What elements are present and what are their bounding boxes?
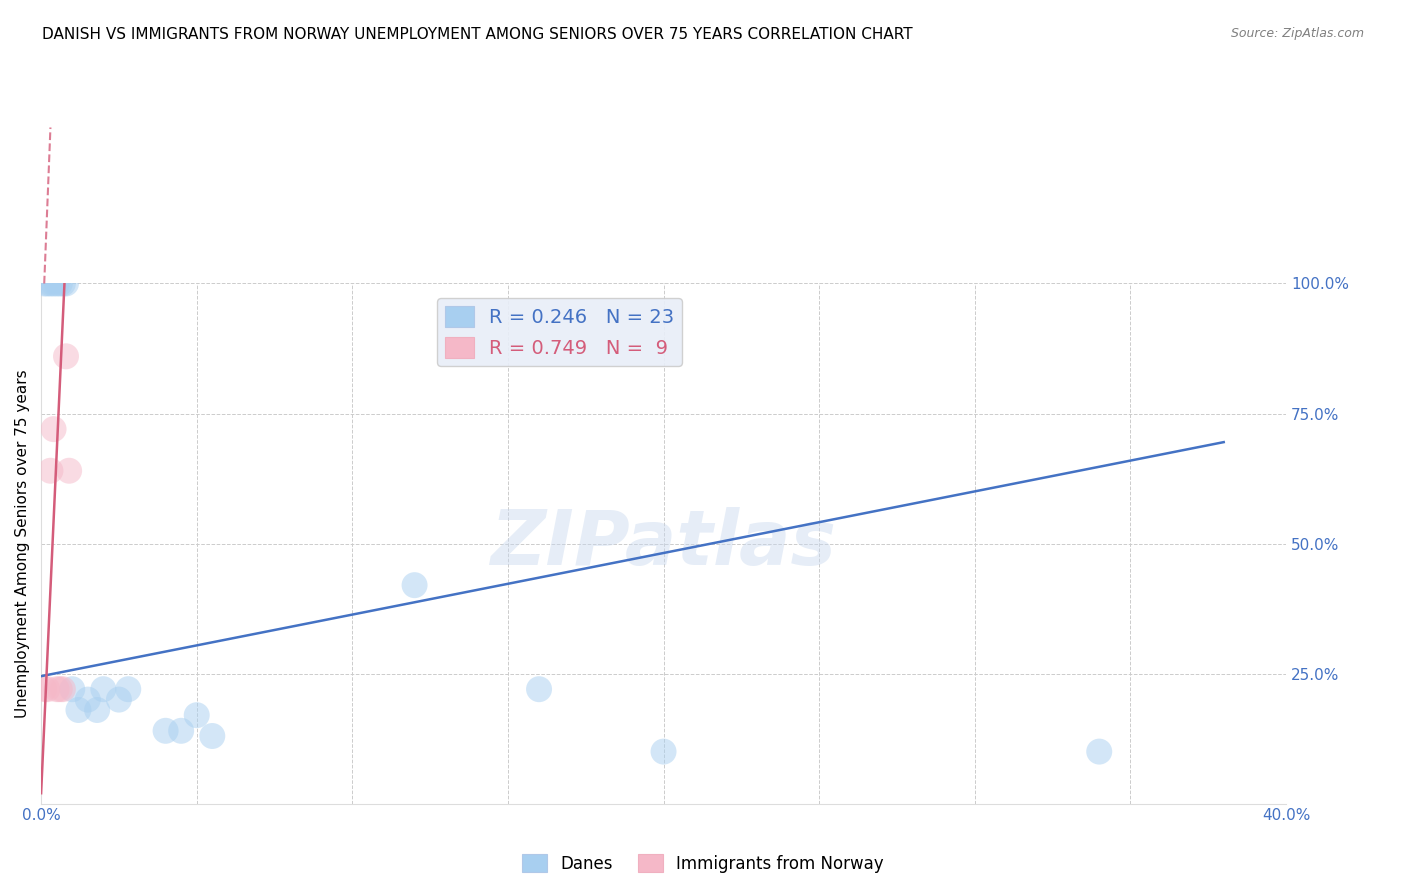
Point xyxy=(39,277,62,291)
Point xyxy=(67,703,90,717)
Point xyxy=(37,277,59,291)
Point xyxy=(201,729,224,743)
Text: ZIPatlas: ZIPatlas xyxy=(491,507,837,581)
Point xyxy=(170,723,193,738)
Point xyxy=(155,723,177,738)
Point xyxy=(108,692,131,706)
Point xyxy=(86,703,108,717)
Point xyxy=(60,682,83,697)
Point xyxy=(52,682,75,697)
Point xyxy=(58,464,80,478)
Point xyxy=(1088,745,1111,759)
Point xyxy=(186,708,208,723)
Point xyxy=(45,277,67,291)
Point xyxy=(652,745,675,759)
Point xyxy=(32,277,55,291)
Text: Source: ZipAtlas.com: Source: ZipAtlas.com xyxy=(1230,27,1364,40)
Point xyxy=(39,464,62,478)
Point xyxy=(93,682,115,697)
Point xyxy=(37,682,59,697)
Point xyxy=(32,682,55,697)
Legend: R = 0.246   N = 23, R = 0.749   N =  9: R = 0.246 N = 23, R = 0.749 N = 9 xyxy=(437,299,682,366)
Text: DANISH VS IMMIGRANTS FROM NORWAY UNEMPLOYMENT AMONG SENIORS OVER 75 YEARS CORREL: DANISH VS IMMIGRANTS FROM NORWAY UNEMPLO… xyxy=(42,27,912,42)
Point xyxy=(76,692,98,706)
Point xyxy=(527,682,550,697)
Legend: Danes, Immigrants from Norway: Danes, Immigrants from Norway xyxy=(516,847,890,880)
Point xyxy=(55,277,77,291)
Point xyxy=(45,682,67,697)
Y-axis label: Unemployment Among Seniors over 75 years: Unemployment Among Seniors over 75 years xyxy=(15,369,30,718)
Point xyxy=(117,682,139,697)
Point xyxy=(49,682,72,697)
Point xyxy=(42,277,65,291)
Point xyxy=(52,277,75,291)
Point xyxy=(55,349,77,363)
Point xyxy=(49,277,72,291)
Point xyxy=(42,422,65,436)
Point xyxy=(404,578,426,592)
